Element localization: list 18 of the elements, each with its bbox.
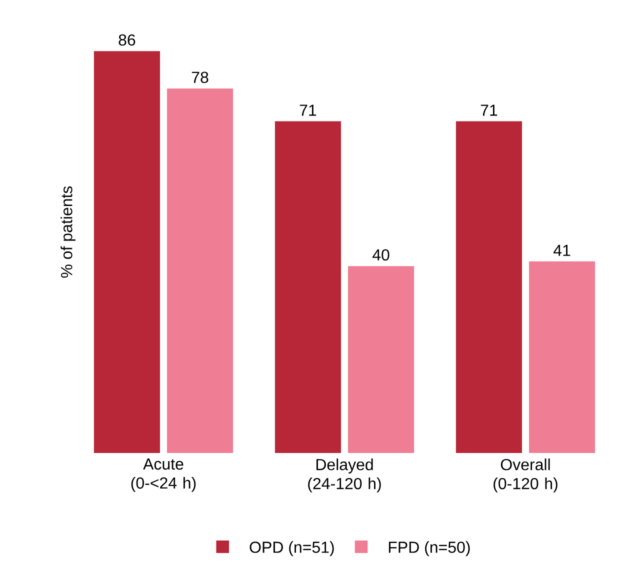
x-tick-label: Overall (0-120 h) [494,458,558,492]
data-label: 41 [554,244,570,256]
legend-label: FPD (n=50) [388,541,470,556]
x-tick-label: Delayed (24-120 h) [308,458,381,492]
bar [529,261,596,453]
data-label: 78 [192,72,208,84]
bar [348,266,414,453]
data-label: 71 [300,104,316,116]
legend-label: OPD (n=51) [250,541,334,556]
data-label: 71 [480,104,498,116]
bar [456,121,522,453]
bar [94,51,160,453]
y-axis-title: % of patients [60,186,76,278]
data-label: 40 [372,249,390,261]
bar [274,121,342,453]
data-label: 86 [118,34,136,46]
x-tick-label: Acute (0-<24 h) [131,458,196,492]
bar [167,88,234,453]
